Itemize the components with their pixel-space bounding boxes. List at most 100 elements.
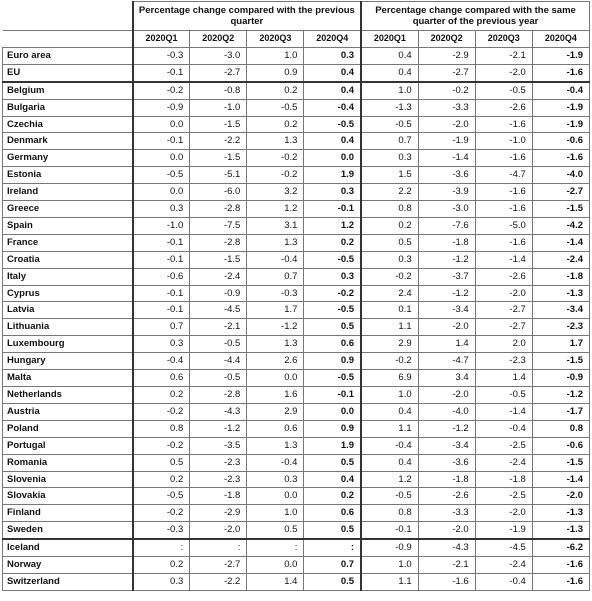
country-name: Austria (1, 402, 134, 421)
cell-value: -2.8 (189, 200, 248, 218)
cell-value: 0.9 (303, 419, 362, 438)
cell-value: : (132, 538, 191, 558)
cell-value: -0.1 (132, 284, 191, 303)
country-name: Germany (1, 149, 134, 168)
cell-value: 0.8 (360, 504, 419, 523)
cell-value: -2.2 (189, 132, 248, 151)
cell-value: -2.6 (474, 98, 533, 117)
cell-value: 0.4 (360, 46, 419, 65)
country-name: Italy (1, 267, 134, 286)
table-row: Malta 0.6 -0.5 0.0 -0.5 6.9 3.4 1.4 -0.9 (1, 369, 591, 388)
cell-value: 0.4 (360, 402, 419, 421)
cell-value: -0.2 (246, 149, 305, 168)
cell-value: 0.2 (246, 115, 305, 134)
cell-value: 1.9 (303, 166, 362, 185)
cell-value: 0.4 (360, 453, 419, 472)
cell-value: 0.4 (303, 81, 362, 100)
country-name: Bulgaria (1, 98, 134, 117)
cell-value: -2.7 (189, 556, 248, 574)
cell-value: : (189, 538, 248, 558)
cell-value: 2.6 (246, 352, 305, 371)
cell-value: -3.0 (417, 200, 476, 218)
country-name: Slovenia (1, 470, 134, 489)
cell-value: -2.0 (474, 284, 533, 303)
cell-value: -1.9 (531, 98, 591, 117)
cell-value: -0.4 (303, 98, 362, 117)
cell-value: -0.9 (531, 369, 591, 388)
cell-value: -2.8 (189, 386, 248, 404)
cell-value: -0.1 (132, 301, 191, 320)
cell-value: -1.6 (417, 572, 476, 591)
cell-value: -0.6 (531, 132, 591, 151)
cell-value: 1.3 (246, 335, 305, 354)
table-row: Poland 0.8 -1.2 0.6 0.9 1.1 -1.2 -0.4 0.8 (1, 419, 591, 438)
cell-value: -2.6 (417, 487, 476, 506)
cell-value: -0.1 (132, 233, 191, 252)
cell-value: -1.8 (417, 233, 476, 252)
cell-value: 0.8 (531, 419, 591, 438)
table-row: Finland -0.2 -2.9 1.0 0.6 0.8 -3.3 -2.0 -1.3 (1, 504, 591, 523)
cell-value: -1.2 (246, 318, 305, 337)
cell-value: -3.4 (531, 301, 591, 320)
cell-value: -2.9 (189, 504, 248, 523)
cell-value: -3.7 (417, 267, 476, 286)
cell-value: 0.3 (303, 267, 362, 286)
cell-value: -0.2 (132, 81, 191, 100)
cell-value: 0.7 (246, 267, 305, 286)
cell-value: -0.5 (189, 335, 248, 354)
cell-value: -7.6 (417, 216, 476, 235)
country-name: Hungary (1, 352, 134, 371)
cell-value: 1.6 (246, 386, 305, 404)
cell-value: -4.7 (474, 166, 533, 185)
cell-value: 0.2 (246, 81, 305, 100)
cell-value: -2.1 (417, 556, 476, 574)
cell-value: -2.0 (474, 504, 533, 523)
cell-value: 0.2 (132, 556, 191, 574)
country-name: Estonia (1, 166, 134, 185)
cell-value: -7.5 (189, 216, 248, 235)
cell-value: 1.7 (246, 301, 305, 320)
cell-value: 0.2 (303, 487, 362, 506)
cell-value: -6.2 (531, 538, 591, 558)
cell-value: 0.4 (303, 470, 362, 489)
cell-value: -0.3 (246, 284, 305, 303)
cell-value: -2.0 (474, 63, 533, 83)
cell-value: -0.5 (132, 166, 191, 185)
quarter-header: 2020Q4 (303, 30, 362, 48)
quarter-header: 2020Q4 (531, 30, 591, 48)
cell-value: -0.4 (531, 81, 591, 100)
cell-value: 1.3 (246, 233, 305, 252)
cell-value: -2.0 (531, 487, 591, 506)
cell-value: 2.2 (360, 183, 419, 202)
cell-value: -1.4 (531, 470, 591, 489)
cell-value: -0.5 (132, 487, 191, 506)
cell-value: -2.4 (474, 556, 533, 574)
cell-value: -3.9 (417, 183, 476, 202)
cell-value: 0.0 (132, 115, 191, 134)
table-row: Bulgaria -0.9 -1.0 -0.5 -0.4 -1.3 -3.3 -2.6 -1.9 (1, 98, 591, 117)
cell-value: -0.2 (360, 267, 419, 286)
cell-value: -1.9 (417, 132, 476, 151)
cell-value: 0.0 (246, 556, 305, 574)
cell-value: 3.1 (246, 216, 305, 235)
country-name: Cyprus (1, 284, 134, 303)
cell-value: -0.1 (303, 386, 362, 404)
cell-value: 0.5 (303, 318, 362, 337)
cell-value: -2.0 (417, 318, 476, 337)
cell-value: -1.2 (417, 419, 476, 438)
quarter-header: 2020Q1 (360, 30, 419, 48)
quarter-header: 2020Q3 (246, 30, 305, 48)
quarter-header: 2020Q1 (131, 30, 191, 48)
cell-value: 0.0 (246, 369, 305, 388)
group-header: Percentage change compared with the prev… (131, 1, 362, 31)
cell-value: 0.9 (303, 352, 362, 371)
cell-value: 1.1 (360, 318, 419, 337)
cell-value: 0.4 (303, 63, 362, 83)
cell-value: 1.3 (246, 132, 305, 151)
cell-value: -1.5 (531, 352, 591, 371)
cell-value: 0.7 (132, 318, 191, 337)
cell-value: -1.8 (417, 470, 476, 489)
cell-value: -1.8 (189, 487, 248, 506)
cell-value: 0.3 (246, 470, 305, 489)
cell-value: -0.6 (132, 267, 191, 286)
